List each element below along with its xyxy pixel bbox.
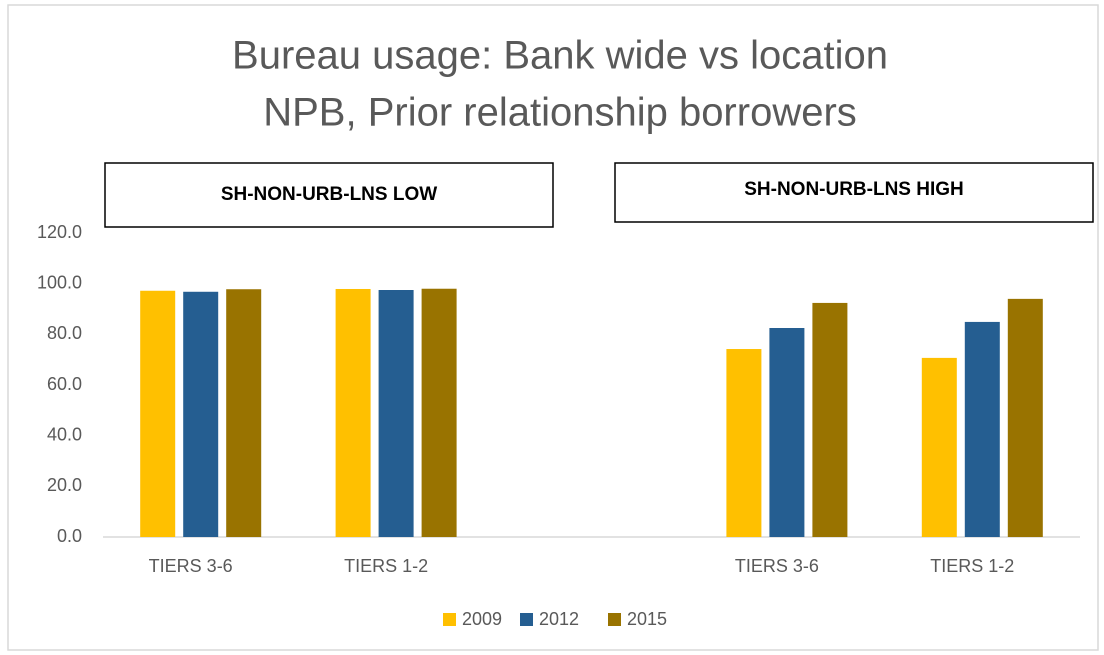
bar — [964, 321, 1000, 537]
bar — [726, 349, 762, 537]
y-tick-label: 80.0 — [47, 323, 82, 343]
bar — [335, 288, 371, 537]
legend-swatch — [520, 613, 533, 626]
bar — [421, 288, 457, 537]
y-tick-label: 20.0 — [47, 475, 82, 495]
y-tick-label: 0.0 — [57, 526, 82, 546]
bar — [226, 289, 262, 537]
bar — [769, 328, 805, 537]
bar — [1007, 298, 1043, 537]
bar — [183, 291, 219, 537]
y-tick-label: 60.0 — [47, 374, 82, 394]
y-tick-label: 40.0 — [47, 424, 82, 444]
x-tick-label: TIERS 1-2 — [344, 556, 428, 576]
bar — [812, 302, 848, 537]
x-tick-label: TIERS 1-2 — [930, 556, 1014, 576]
chart-title: Bureau usage: Bank wide vs location — [232, 34, 888, 78]
legend-swatch — [443, 613, 456, 626]
x-tick-label: TIERS 3-6 — [735, 556, 819, 576]
legend-label: 2015 — [627, 609, 667, 629]
legend-swatch — [608, 613, 621, 626]
y-tick-label: 100.0 — [37, 272, 82, 292]
annotation-box — [104, 162, 554, 228]
annotation-box — [614, 162, 1094, 223]
annotation: SH-NON-URB-LNS HIGH — [744, 179, 964, 200]
annotation: SH-NON-URB-LNS LOW — [221, 184, 437, 205]
x-tick-label: TIERS 3-6 — [149, 556, 233, 576]
y-tick-label: 120.0 — [37, 222, 82, 242]
legend-label: 2012 — [539, 609, 579, 629]
bar — [378, 290, 414, 537]
bar — [140, 290, 176, 537]
bar — [921, 357, 957, 537]
legend-label: 2009 — [462, 609, 502, 629]
chart-title: NPB, Prior relationship borrowers — [263, 91, 857, 135]
